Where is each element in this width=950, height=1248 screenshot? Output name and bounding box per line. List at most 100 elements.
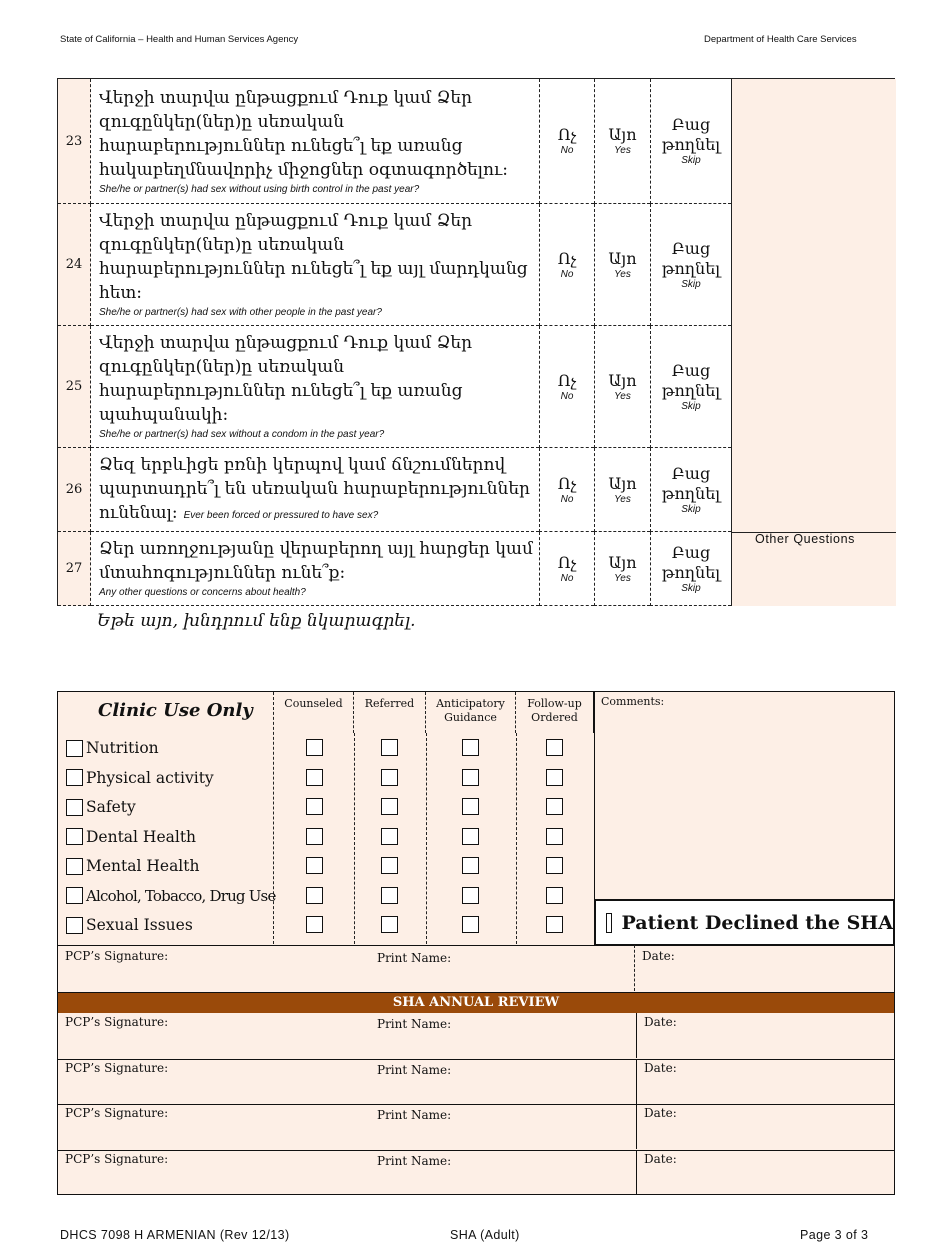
skip-english: Skip xyxy=(681,400,701,412)
department-header: Department of Health Care Services xyxy=(704,34,857,45)
item-checkbox[interactable] xyxy=(66,739,83,757)
col-referred: Referred xyxy=(354,692,426,733)
item-action-checkbox[interactable] xyxy=(462,739,479,756)
questions-table: 23 Վերջի տարվա ընթացքում Դուք կամ Ձեր զո… xyxy=(57,78,896,606)
option-no[interactable]: Ոչ No xyxy=(539,326,594,448)
col-follow-up: Follow-up Ordered xyxy=(516,692,594,733)
yes-english: Yes xyxy=(614,268,631,280)
item-action-checkbox[interactable] xyxy=(381,827,398,845)
item-action-checkbox[interactable] xyxy=(381,916,398,933)
skip-english: Skip xyxy=(681,155,701,166)
no-english: No xyxy=(560,493,574,505)
item-action-checkbox[interactable] xyxy=(306,739,323,756)
option-skip[interactable]: Բաց թողնել Skip xyxy=(650,204,731,326)
option-yes[interactable]: Այո Yes xyxy=(594,204,650,326)
col-rule xyxy=(426,733,427,944)
other-questions-cell: Other Questions xyxy=(731,532,896,606)
no-english: No xyxy=(560,268,574,280)
review-date[interactable]: Date: xyxy=(644,1106,677,1120)
item-action-checkbox[interactable] xyxy=(381,739,398,756)
option-yes[interactable]: Այո Yes xyxy=(594,532,650,606)
option-skip[interactable]: Բաց թողնել Skip xyxy=(650,79,731,204)
item-checkbox[interactable] xyxy=(66,916,83,934)
other-questions-cell xyxy=(731,326,896,448)
review-print-name[interactable]: Print Name: xyxy=(377,1153,452,1168)
clinic-item: Alcohol, Tobacco, Drug Use xyxy=(66,887,276,905)
item-label: Nutrition xyxy=(86,739,159,757)
question-number: 24 xyxy=(58,204,91,326)
item-action-checkbox[interactable] xyxy=(546,916,563,933)
option-yes[interactable]: Այո Yes xyxy=(594,79,650,204)
yes-english: Yes xyxy=(614,572,631,584)
question-number: 26 xyxy=(58,448,91,532)
review-pcp-signature[interactable]: PCP’s Signature: xyxy=(65,1060,169,1075)
item-action-checkbox[interactable] xyxy=(546,768,563,786)
item-action-checkbox[interactable] xyxy=(381,768,398,786)
review-date[interactable]: Date: xyxy=(644,1015,677,1029)
pcp-signature-label: PCP’s Signature: xyxy=(65,949,169,963)
item-checkbox[interactable] xyxy=(66,857,83,875)
declined-checkbox[interactable] xyxy=(606,912,612,933)
item-action-checkbox[interactable] xyxy=(381,857,398,874)
review-date[interactable]: Date: xyxy=(644,1151,677,1166)
option-no[interactable]: Ոչ No xyxy=(539,448,594,532)
review-pcp-signature[interactable]: PCP’s Signature: xyxy=(65,1015,169,1029)
clinic-use-section: Clinic Use Only Counseled Referred Antic… xyxy=(57,691,895,1195)
item-action-checkbox[interactable] xyxy=(462,857,479,874)
item-action-checkbox[interactable] xyxy=(462,798,479,815)
item-action-checkbox[interactable] xyxy=(306,768,323,786)
item-action-checkbox[interactable] xyxy=(306,857,323,874)
row-rule xyxy=(58,1104,894,1105)
item-action-checkbox[interactable] xyxy=(306,798,323,815)
review-print-name[interactable]: Print Name: xyxy=(377,1062,452,1077)
review-date[interactable]: Date: xyxy=(644,1060,677,1075)
patient-declined-box[interactable]: Patient Declined the SHA xyxy=(594,899,895,946)
skip-label: Բաց թողնել xyxy=(661,238,721,278)
item-action-checkbox[interactable] xyxy=(306,916,323,933)
option-no[interactable]: Ոչ No xyxy=(539,204,594,326)
item-action-checkbox[interactable] xyxy=(462,916,479,933)
option-yes[interactable]: Այո Yes xyxy=(594,326,650,448)
item-action-checkbox[interactable] xyxy=(546,857,563,874)
item-action-checkbox[interactable] xyxy=(546,827,563,845)
skip-label: Բաց թողնել xyxy=(661,542,721,582)
col-rule xyxy=(634,945,635,991)
no-english: No xyxy=(560,572,574,584)
option-yes[interactable]: Այո Yes xyxy=(594,448,650,532)
item-checkbox[interactable] xyxy=(66,887,83,904)
item-label: Safety xyxy=(86,798,136,816)
row-rule xyxy=(58,945,894,946)
item-checkbox[interactable] xyxy=(66,828,83,845)
col-counseled: Counseled xyxy=(274,692,354,733)
review-pcp-signature[interactable]: PCP’s Signature: xyxy=(65,1151,169,1166)
item-action-checkbox[interactable] xyxy=(546,886,563,904)
review-print-name[interactable]: Print Name: xyxy=(377,1017,452,1031)
item-action-checkbox[interactable] xyxy=(381,886,398,904)
item-checkbox[interactable] xyxy=(66,769,83,786)
item-action-checkbox[interactable] xyxy=(462,827,479,845)
item-action-checkbox[interactable] xyxy=(462,886,479,904)
question-number: 23 xyxy=(58,79,91,204)
item-checkbox[interactable] xyxy=(66,798,83,816)
review-pcp-signature[interactable]: PCP’s Signature: xyxy=(65,1106,169,1120)
no-english: No xyxy=(560,145,574,156)
option-skip[interactable]: Բաց թողնել Skip xyxy=(650,326,731,448)
item-action-checkbox[interactable] xyxy=(306,886,323,904)
item-action-checkbox[interactable] xyxy=(462,768,479,786)
item-action-checkbox[interactable] xyxy=(306,827,323,845)
option-skip[interactable]: Բաց թողնել Skip xyxy=(650,448,731,532)
item-action-checkbox[interactable] xyxy=(546,798,563,815)
review-print-name[interactable]: Print Name: xyxy=(377,1108,452,1122)
page-body: 23 Վերջի տարվա ընթացքում Դուք կամ Ձեր զո… xyxy=(57,78,896,1248)
option-no[interactable]: Ոչ No xyxy=(539,532,594,606)
no-label: Ոչ xyxy=(557,473,577,493)
other-questions-cell xyxy=(731,79,896,204)
no-label: Ոչ xyxy=(557,125,577,144)
question-row: 27 Ձեր առողջությանը վերաբերող այլ հարցեր… xyxy=(58,532,896,606)
col-rule xyxy=(636,1104,637,1149)
item-action-checkbox[interactable] xyxy=(546,739,563,756)
clinic-item: Physical activity xyxy=(66,769,214,787)
option-skip[interactable]: Բաց թողնել Skip xyxy=(650,532,731,606)
option-no[interactable]: Ոչ No xyxy=(539,79,594,204)
item-action-checkbox[interactable] xyxy=(381,798,398,815)
